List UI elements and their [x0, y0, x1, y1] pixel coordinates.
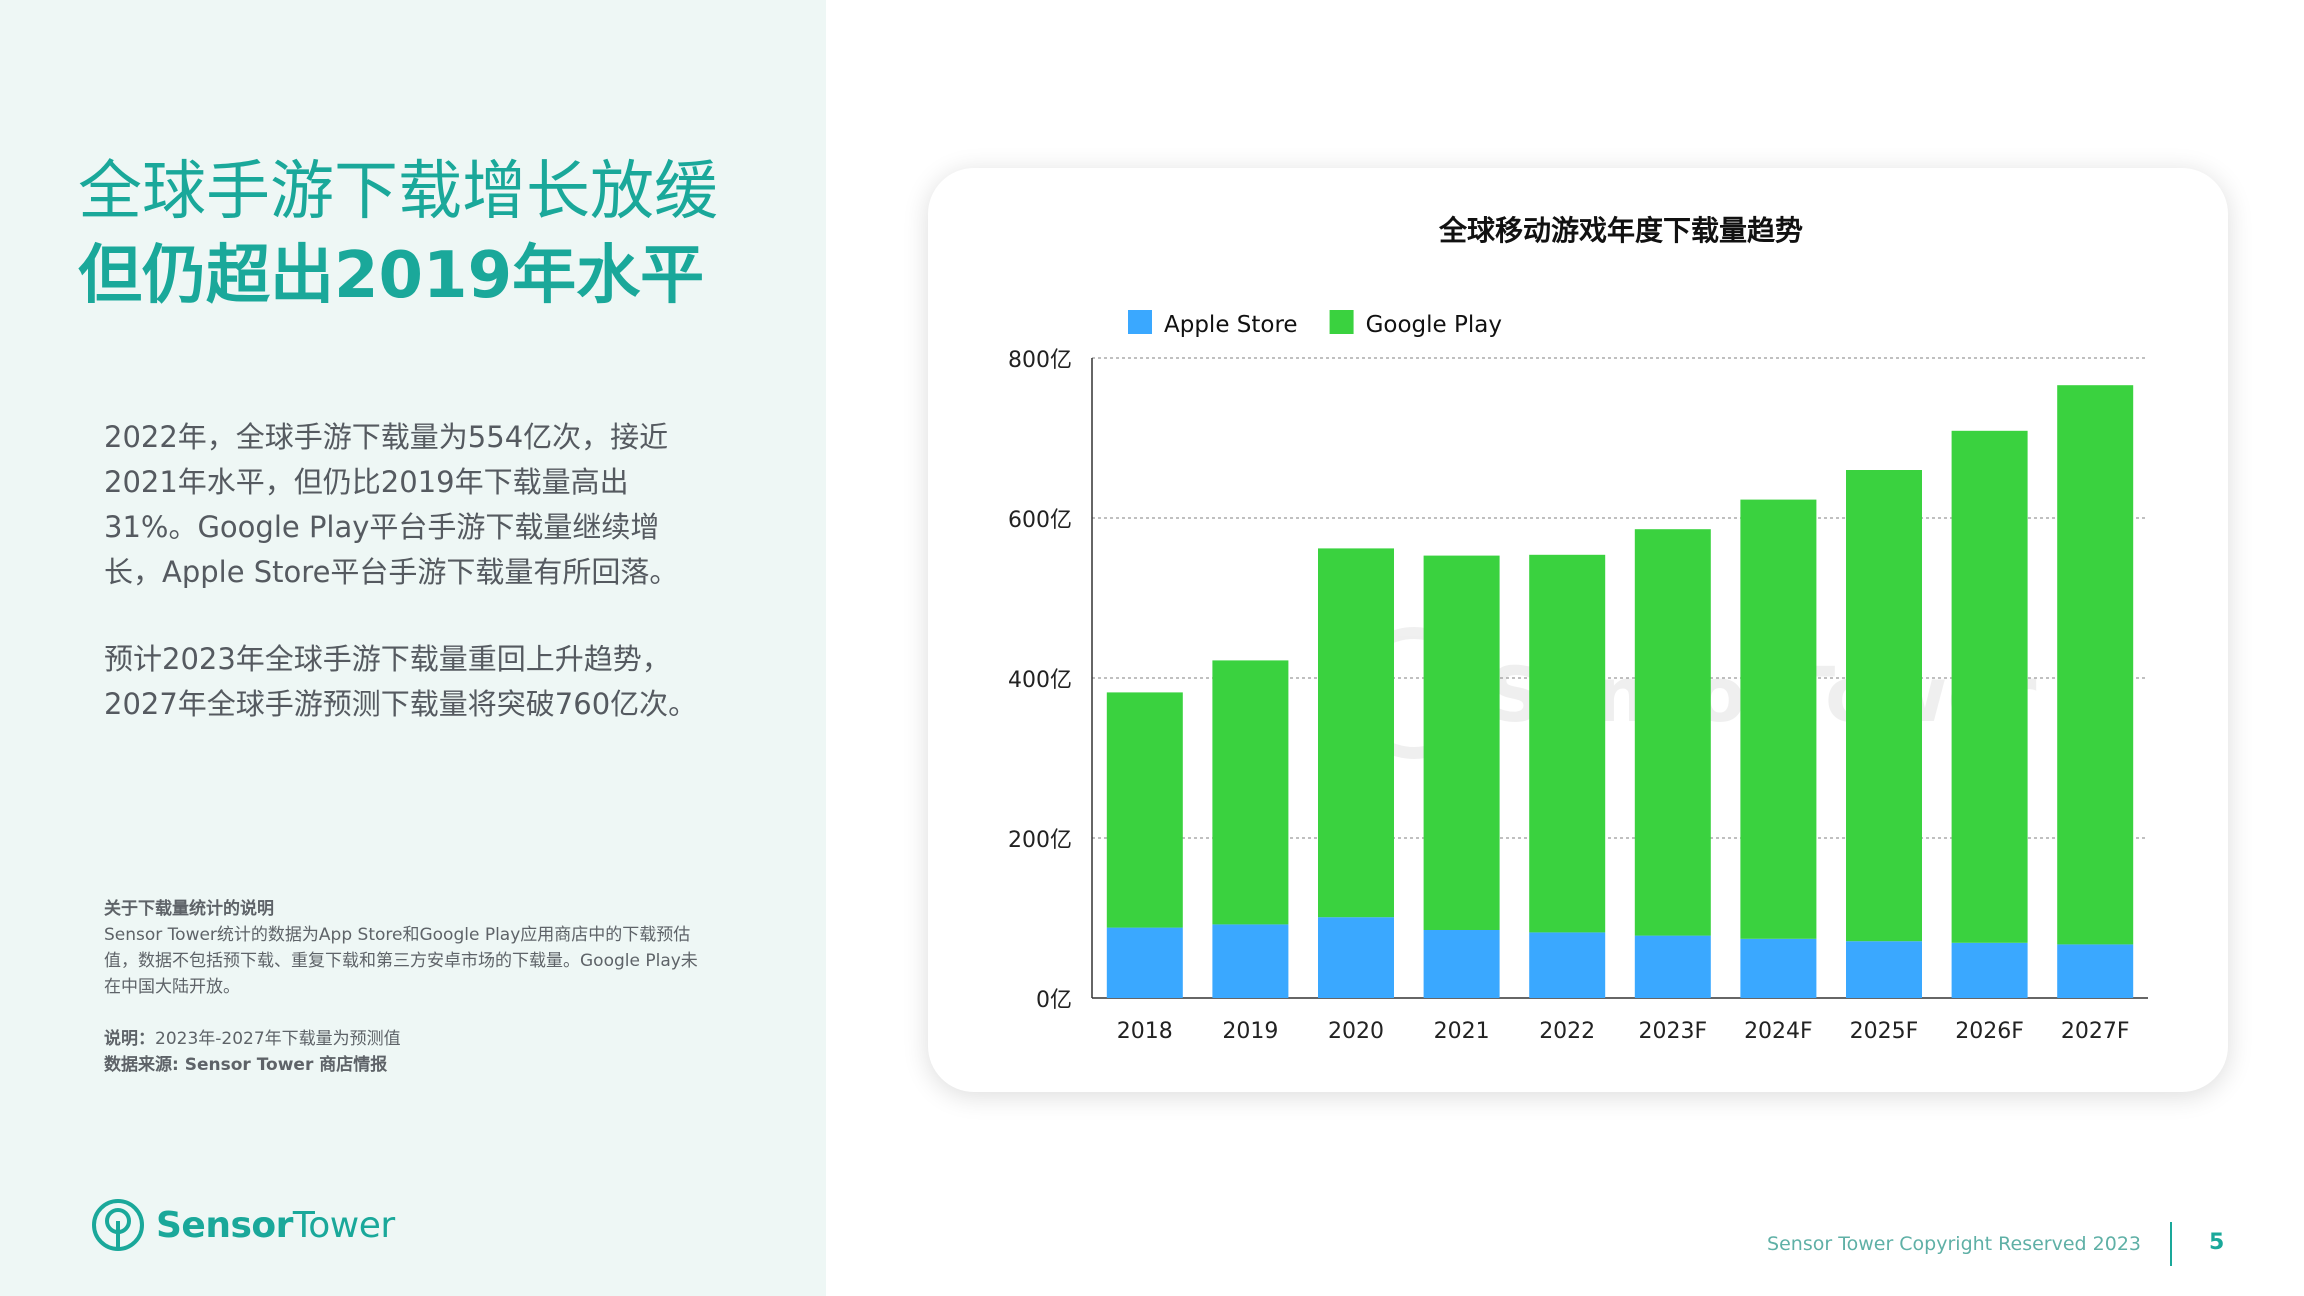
logo-word-sensor: Sensor — [156, 1204, 293, 1246]
left-panel: 全球手游下载增长放缓 但仍超出2019年水平 2022年，全球手游下载量为554… — [0, 0, 826, 1296]
headline-line1: 全球手游下载增长放缓 — [78, 155, 718, 229]
x-tick-label: 2021 — [1434, 1019, 1490, 1044]
x-tick-label: 2023F — [1638, 1019, 1707, 1044]
logo-word-tower: Tower — [292, 1204, 395, 1246]
bar-apple-store — [1846, 941, 1922, 998]
bar-apple-store — [1634, 935, 1711, 998]
x-tick-label: 2019 — [1222, 1019, 1278, 1044]
bar-apple-store — [1740, 938, 1817, 998]
bar-google-play — [1846, 470, 1922, 942]
bar-apple-store — [1212, 924, 1289, 998]
bar-google-play — [2057, 385, 2134, 945]
bar-apple-store — [1106, 927, 1183, 998]
chart-title: 全球移动游戏年度下载量趋势 — [1438, 214, 1803, 247]
legend-swatch — [1329, 310, 1354, 334]
bar-apple-store — [1423, 930, 1500, 998]
x-tick-label: 2024F — [1744, 1019, 1813, 1044]
x-tick-label: 2020 — [1328, 1019, 1384, 1044]
bar-google-play — [1212, 660, 1289, 925]
footer-copyright: Sensor Tower Copyright Reserved 2023 — [1767, 1233, 2141, 1255]
bar-apple-store — [1529, 932, 1606, 998]
bar-google-play — [1951, 430, 2028, 943]
y-tick-label: 400亿 — [1008, 668, 1072, 693]
y-tick-label: 200亿 — [1008, 828, 1072, 853]
bar-google-play — [1634, 529, 1711, 936]
sensor-tower-logo-icon — [92, 1199, 144, 1251]
footer-divider — [2170, 1222, 2172, 1266]
note-explanation-text: 2023年-2027年下载量为预测值 — [155, 1029, 401, 1049]
y-tick-label: 600亿 — [1008, 508, 1072, 533]
legend-label: Apple Store — [1164, 312, 1298, 338]
legend-label: Google Play — [1366, 312, 1502, 338]
bar-apple-store — [2057, 944, 2134, 998]
bar-google-play — [1106, 692, 1183, 928]
paragraph-forecast: 预计2023年全球手游下载量重回上升趋势，2027年全球手游预测下载量将突破76… — [104, 642, 698, 721]
x-tick-label: 2018 — [1117, 1019, 1173, 1044]
sensor-tower-logo: SensorTower — [90, 1195, 395, 1255]
bar-google-play — [1318, 548, 1394, 918]
x-tick-label: 2026F — [1955, 1019, 2024, 1044]
x-tick-label: 2022 — [1539, 1019, 1595, 1044]
headline-line2: 但仍超出2019年水平 — [78, 239, 705, 313]
bar-google-play — [1740, 499, 1817, 939]
legend-swatch — [1128, 310, 1152, 334]
note-body: Sensor Tower统计的数据为App Store和Google Play应… — [104, 925, 698, 997]
x-tick-label: 2027F — [2061, 1019, 2130, 1044]
note-title: 关于下载量统计的说明 — [104, 899, 274, 919]
page-number: 5 — [2209, 1230, 2225, 1255]
note-source: 数据来源: Sensor Tower 商店情报 — [104, 1055, 388, 1075]
bar-google-play — [1529, 554, 1606, 933]
note-explanation: 说明：2023年-2027年下载量为预测值 — [104, 1026, 704, 1052]
bar-apple-store — [1318, 917, 1394, 998]
y-tick-label: 0亿 — [1036, 988, 1072, 1013]
chart-card: 全球移动游戏年度下载量趋势SensorTower0亿200亿400亿600亿80… — [928, 168, 2228, 1092]
download-trend-chart: 全球移动游戏年度下载量趋势SensorTower0亿200亿400亿600亿80… — [1008, 214, 2148, 1044]
y-tick-label: 800亿 — [1008, 348, 1072, 373]
paragraph-summary: 2022年，全球手游下载量为554亿次，接近2021年水平，但仍比2019年下载… — [104, 420, 679, 589]
bar-apple-store — [1951, 942, 2028, 998]
headline: 全球手游下载增长放缓 但仍超出2019年水平 — [78, 150, 798, 318]
x-tick-label: 2025F — [1850, 1019, 1919, 1044]
note-explanation-label: 说明： — [104, 1029, 155, 1049]
bar-google-play — [1423, 555, 1500, 930]
logo-text: SensorTower — [156, 1205, 395, 1246]
